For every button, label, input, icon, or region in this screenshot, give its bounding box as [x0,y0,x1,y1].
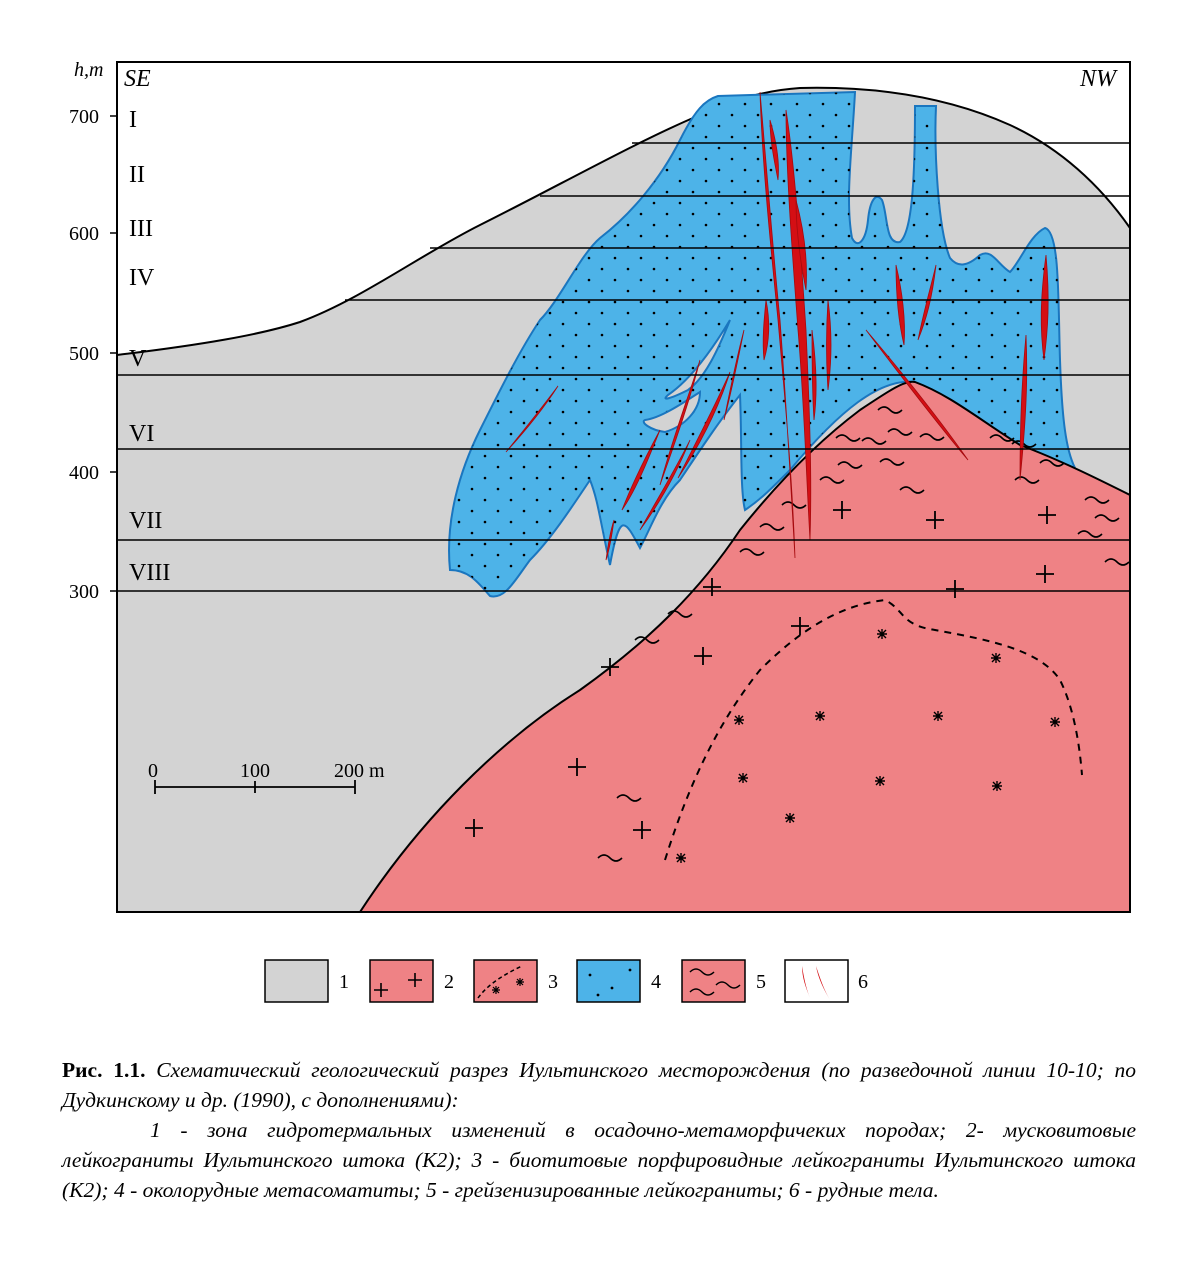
scale-bar [154,780,356,794]
scale-label: 100 [240,760,270,782]
y-tick-label: 600 [69,223,99,245]
horizon-label: VIII [129,560,170,586]
horizon-label: III [129,216,153,242]
legend-swatch-1 [264,959,329,1003]
metasomatite-dots [449,92,1076,597]
scale-label: 0 [148,760,158,782]
legend-swatch-3 [473,959,538,1003]
y-axis [110,115,117,592]
legend-number: 4 [651,971,661,993]
horizon-lines [117,142,1130,592]
y-tick-label: 500 [69,343,99,365]
biotite-granite-boundary [664,598,1083,861]
horizon-label: II [129,162,145,188]
granite-asterisks [676,629,1060,863]
caption-title: Схематический геологический разрез Иульт… [62,1058,1136,1112]
figure-caption: Рис. 1.1. Схематический геологический ра… [62,1055,1136,1205]
horizon-label: VI [129,421,154,447]
direction-nw: NW [1079,66,1118,92]
scale-label: 200 m [334,760,385,782]
legend-swatch-6 [784,959,849,1003]
legend-swatch-2 [369,959,434,1003]
caption-legend-text: 1 - зона гидротермальных изменений в оса… [62,1118,1136,1202]
legend-number: 3 [548,971,558,993]
y-tick-label: 700 [69,106,99,128]
legend: 1 2 3 4 5 6 [264,959,868,1003]
legend-number: 2 [444,971,454,993]
horizon-label: VII [129,508,162,534]
legend-swatch-4 [576,959,641,1003]
y-axis-unit: h,m [74,59,103,81]
horizon-label: IV [129,265,155,291]
y-tick-label: 400 [69,462,99,484]
direction-se: SE [124,66,151,92]
granite-crosses [465,501,1056,839]
geological-section-diagram: h,m 700 600 500 400 300 SE NW I II III I… [69,59,1131,1003]
horizon-label: V [129,346,147,372]
horizon-label: I [129,107,137,133]
figure-number: Рис. 1.1. [62,1058,146,1082]
legend-number: 5 [756,971,766,993]
legend-number: 1 [339,971,349,993]
legend-number: 6 [858,971,868,993]
grey-lens [664,319,731,400]
ore-bodies [505,91,1049,561]
greisen-waves [597,406,1130,862]
y-tick-label: 300 [69,581,99,603]
legend-swatch-5 [681,959,746,1003]
